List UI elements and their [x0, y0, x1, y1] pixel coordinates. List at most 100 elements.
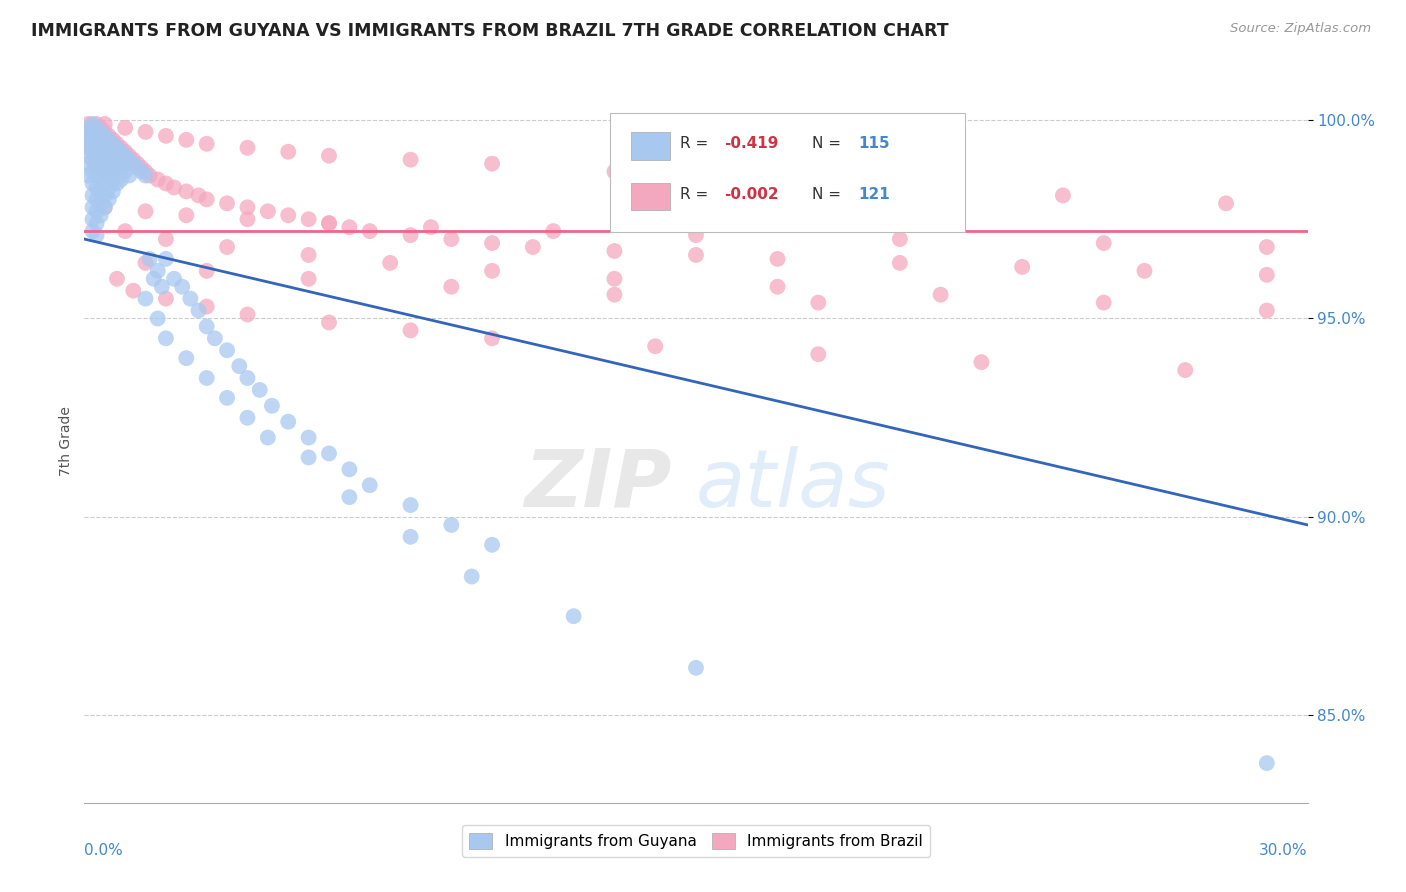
- Point: [1215, 196, 1237, 211]
- Point: [77, 120, 100, 135]
- Point: [82, 125, 104, 139]
- Point: [90, 172, 112, 186]
- Point: [105, 272, 128, 286]
- Point: [90, 145, 112, 159]
- Point: [543, 224, 565, 238]
- Point: [101, 161, 124, 175]
- Point: [150, 279, 173, 293]
- Point: [105, 141, 128, 155]
- Point: [1256, 240, 1278, 254]
- Point: [807, 347, 830, 361]
- Point: [603, 164, 626, 178]
- Point: [807, 295, 830, 310]
- Point: [399, 530, 422, 544]
- Point: [90, 161, 112, 175]
- Text: 0.0%: 0.0%: [84, 843, 124, 857]
- Point: [339, 462, 361, 476]
- Text: IMMIGRANTS FROM GUYANA VS IMMIGRANTS FROM BRAZIL 7TH GRADE CORRELATION CHART: IMMIGRANTS FROM GUYANA VS IMMIGRANTS FRO…: [31, 22, 949, 40]
- Point: [187, 303, 209, 318]
- Point: [174, 185, 197, 199]
- Point: [155, 252, 177, 266]
- Point: [236, 200, 259, 214]
- Point: [481, 264, 503, 278]
- Point: [86, 128, 108, 143]
- Point: [236, 371, 259, 385]
- Point: [101, 185, 124, 199]
- Point: [277, 208, 299, 222]
- Point: [105, 149, 128, 163]
- Point: [399, 323, 422, 337]
- Text: R =: R =: [681, 136, 713, 152]
- Point: [298, 212, 321, 227]
- Point: [97, 193, 120, 207]
- Bar: [631, 183, 671, 211]
- Point: [118, 153, 141, 167]
- Point: [131, 161, 153, 175]
- Point: [82, 128, 104, 143]
- Point: [725, 172, 748, 186]
- Point: [155, 232, 177, 246]
- Text: ZIP: ZIP: [524, 446, 672, 524]
- Point: [929, 287, 952, 301]
- Point: [90, 125, 112, 139]
- Point: [138, 252, 160, 266]
- Point: [195, 264, 218, 278]
- Point: [318, 216, 340, 230]
- Point: [644, 339, 666, 353]
- Point: [127, 161, 149, 175]
- Point: [146, 264, 169, 278]
- Text: 121: 121: [859, 187, 890, 202]
- Point: [603, 287, 626, 301]
- Point: [135, 169, 157, 183]
- Point: [122, 284, 145, 298]
- Point: [236, 308, 259, 322]
- Point: [97, 128, 120, 143]
- Point: [82, 164, 104, 178]
- Point: [163, 180, 186, 194]
- Point: [101, 149, 124, 163]
- Point: [118, 149, 141, 163]
- Point: [77, 128, 100, 143]
- Point: [155, 128, 177, 143]
- Point: [97, 145, 120, 159]
- Point: [135, 292, 157, 306]
- Point: [131, 164, 153, 178]
- Point: [90, 185, 112, 199]
- Point: [440, 232, 463, 246]
- Point: [155, 331, 177, 345]
- Point: [277, 415, 299, 429]
- Point: [174, 351, 197, 366]
- Point: [82, 117, 104, 131]
- Point: [105, 164, 128, 178]
- Text: 30.0%: 30.0%: [1260, 843, 1308, 857]
- Point: [603, 244, 626, 258]
- Point: [399, 153, 422, 167]
- Point: [90, 208, 112, 222]
- Point: [122, 153, 145, 167]
- Point: [97, 156, 120, 170]
- Point: [195, 300, 218, 314]
- Point: [146, 311, 169, 326]
- Point: [685, 248, 707, 262]
- Point: [77, 169, 100, 183]
- Point: [90, 120, 112, 135]
- Point: [1256, 268, 1278, 282]
- Point: [236, 212, 259, 227]
- Point: [195, 136, 218, 151]
- Point: [481, 235, 503, 250]
- Point: [82, 153, 104, 167]
- Point: [77, 145, 100, 159]
- Point: [101, 161, 124, 175]
- Point: [82, 212, 104, 227]
- Point: [118, 169, 141, 183]
- Point: [86, 133, 108, 147]
- Point: [90, 161, 112, 175]
- Point: [86, 117, 108, 131]
- Point: [204, 331, 226, 345]
- Point: [82, 141, 104, 155]
- Point: [461, 569, 484, 583]
- Point: [110, 161, 132, 175]
- Point: [603, 272, 626, 286]
- Point: [93, 200, 115, 214]
- Point: [114, 156, 136, 170]
